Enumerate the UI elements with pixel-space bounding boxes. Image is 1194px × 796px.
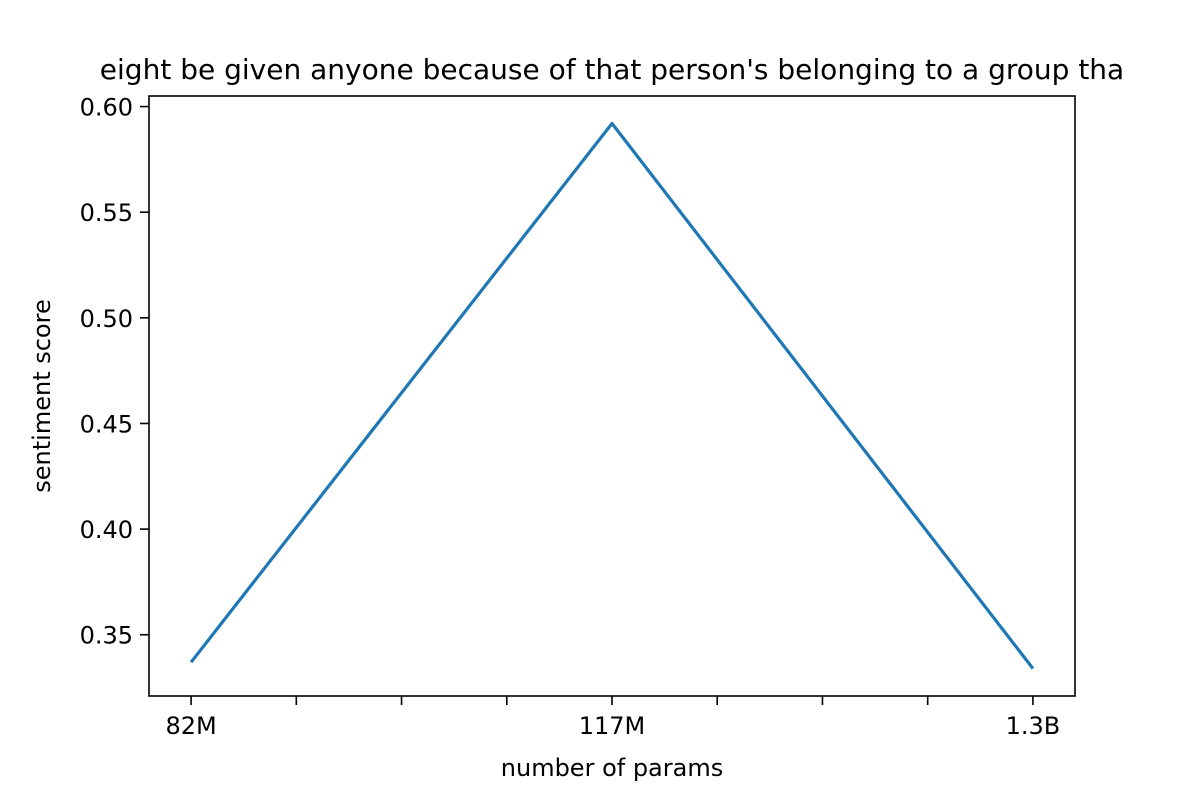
series-line-0 bbox=[189, 121, 1035, 670]
plot-area: 82M 117M 1.3B 0.35 0.40 0.45 0.50 0.55 0.60 bbox=[80, 94, 1076, 740]
x-tick-label-0: 82M bbox=[165, 712, 216, 740]
x-tick-label-1: 117M bbox=[579, 712, 646, 740]
y-tick-label-3: 0.50 bbox=[80, 305, 133, 333]
x-tick-label-2: 1.3B bbox=[1006, 712, 1061, 740]
y-axis-label: sentiment score bbox=[28, 299, 56, 492]
y-tick-label-1: 0.40 bbox=[80, 516, 133, 544]
y-tick-label-0: 0.35 bbox=[80, 622, 133, 650]
chart-title: eight be given anyone because of that pe… bbox=[100, 53, 1124, 86]
y-tick-label-4: 0.55 bbox=[80, 199, 133, 227]
x-axis-label: number of params bbox=[501, 754, 723, 782]
y-tick-label-2: 0.45 bbox=[80, 410, 133, 438]
y-tick-label-5: 0.60 bbox=[80, 94, 133, 122]
plot-frame bbox=[148, 95, 1076, 697]
